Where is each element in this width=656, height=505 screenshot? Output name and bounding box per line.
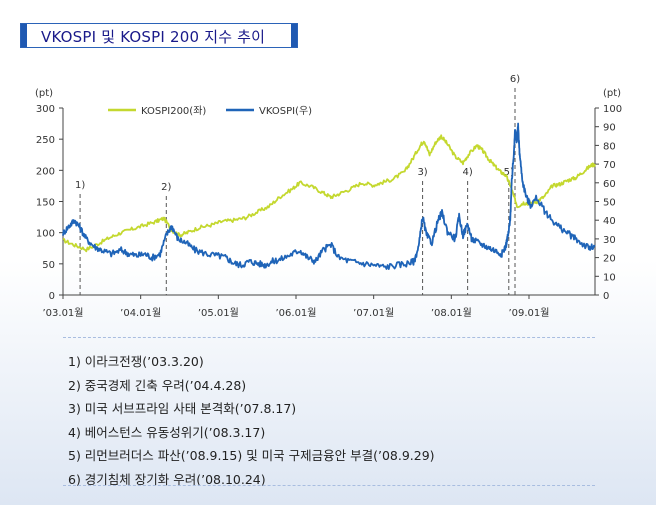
event-marker-label: 5): [504, 167, 514, 178]
event-marker-label: 2): [161, 182, 171, 193]
legend-kospi200-label: KOSPI200(좌): [141, 105, 206, 117]
x-tick-label: ’06.01월: [275, 307, 316, 319]
right-tick-label: 80: [603, 141, 616, 152]
right-tick-label: 100: [603, 104, 622, 115]
title-left-bar: [21, 24, 27, 47]
event-note: 6) 경기침체 장기화 우려(’08.10.24): [68, 471, 266, 487]
event-note: 5) 리먼브러더스 파산(’08.9.15) 및 미국 구제금융안 부결(’08…: [68, 448, 435, 463]
chart-title: VKOSPI 및 KOSPI 200 지수 추이: [41, 28, 266, 46]
x-tick-label: ’05.01월: [198, 307, 239, 319]
right-tick-label: 70: [603, 160, 616, 171]
left-tick-label: 250: [36, 135, 55, 146]
legend-vkospi-label: VKOSPI(우): [259, 105, 312, 117]
left-tick-label: 300: [36, 104, 55, 115]
event-note: 4) 베어스턴스 유동성위기(’08.3.17): [68, 424, 266, 440]
event-marker-label: 4): [462, 167, 472, 178]
background-gradient: [0, 260, 656, 505]
title-right-bar: [291, 24, 297, 47]
x-tick-label: ’04.01월: [120, 307, 161, 319]
event-note: 2) 중국경제 긴축 우려(’04.4.28): [68, 377, 247, 393]
left-tick-label: 200: [36, 166, 55, 177]
vkospi-series-line: [62, 122, 596, 270]
event-note: 3) 미국 서브프라임 사태 본격화(’07.8.17): [68, 401, 297, 416]
right-axis-unit: (pt): [603, 88, 621, 99]
left-tick-label: 100: [36, 229, 55, 240]
divider-top: [63, 337, 595, 338]
right-tick-label: 40: [603, 216, 616, 227]
right-tick-label: 20: [603, 254, 616, 265]
line-chart: (pt) (pt) 0 50 100 150 200 250 300 0 10 20 30 40 50 60 7…: [35, 74, 622, 319]
x-tick-label: ’08.01월: [431, 307, 472, 319]
event-note: 1) 이라크전쟁(’03.3.20): [68, 354, 204, 369]
left-tick-label: 50: [42, 260, 55, 271]
left-axis-unit: (pt): [35, 88, 53, 99]
event-marker-label: 6): [510, 74, 520, 85]
left-tick-label: 150: [36, 198, 55, 209]
event-marker-label: 3): [417, 167, 427, 178]
x-tick-label: ’03.01월: [42, 307, 83, 319]
x-tick-label: ’07.01월: [353, 307, 394, 319]
x-tick-label: ’09.01월: [508, 307, 549, 319]
right-tick-label: 0: [603, 291, 609, 302]
chart-title-box: VKOSPI 및 KOSPI 200 지수 추이: [20, 23, 298, 48]
right-tick-label: 60: [603, 179, 616, 190]
right-tick-label: 10: [603, 272, 616, 283]
right-tick-label: 50: [603, 198, 616, 209]
event-notes-list: 1) 이라크전쟁(’03.3.20) 2) 중국경제 긴축 우려(’04.4.2…: [68, 350, 435, 491]
event-marker-label: 1): [75, 180, 85, 191]
left-tick-label: 0: [49, 291, 55, 302]
divider-bottom: [63, 485, 595, 486]
right-tick-label: 30: [603, 235, 616, 246]
right-tick-label: 90: [603, 123, 616, 134]
